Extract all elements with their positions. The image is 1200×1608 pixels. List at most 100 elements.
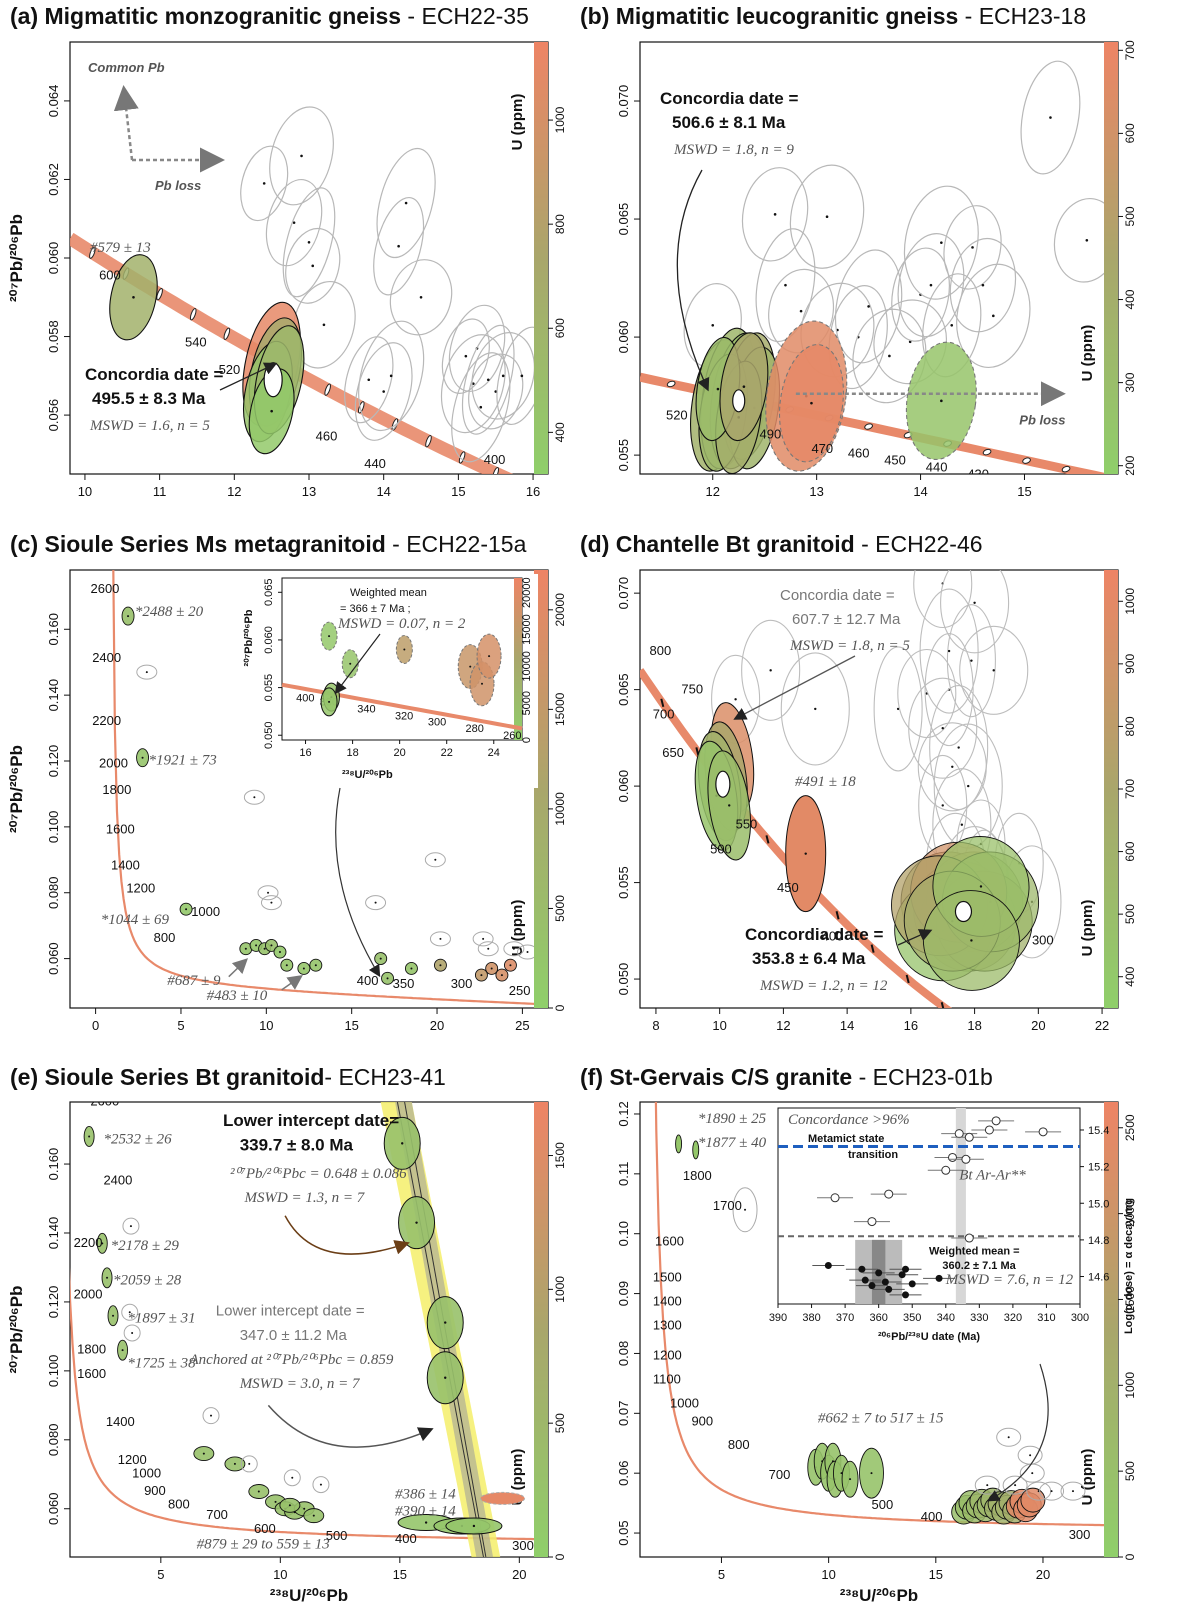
panel-f: (f) St-Gervais C/S granite - ECH23-01b 5 1… (580, 1064, 1137, 1605)
inset-open-point (884, 1189, 894, 1199)
analysis-point (960, 823, 964, 826)
analysis-ellipse-discordant (741, 619, 801, 721)
analysis-point (520, 374, 524, 378)
analysis-point (810, 401, 813, 405)
lower-intercept-value: 339.7 ± 8.0 Ma (240, 1135, 354, 1154)
analysis-ellipse-discordant (1053, 197, 1104, 283)
inset-colorbar-tick-label: 0 (521, 737, 533, 743)
analysis-point (1007, 1436, 1010, 1439)
y-tick-label: 0.07 (616, 1401, 631, 1426)
analysis-ellipse-discordant (243, 789, 265, 805)
analysis-ellipse-discordant (451, 352, 511, 463)
colorbar-tick-label: 300 (1123, 372, 1137, 392)
inset-analysis-point (349, 662, 352, 665)
analysis-ellipse-discordant (365, 895, 387, 911)
colorbar-title: U (ppm) (1079, 1449, 1096, 1506)
colorbar-tick-label: 1000 (1123, 1372, 1137, 1399)
concordia-age-label: 700 (206, 1507, 228, 1522)
inset-y-tick-label: 15.2 (1088, 1162, 1109, 1174)
concordia-age-mark (940, 1001, 945, 1008)
analysis-point (397, 244, 400, 248)
concordia-age-label: 1000 (191, 904, 220, 919)
x-tick-label: 0 (92, 1018, 99, 1033)
panel-title: (c) Sioule Series Ms metagranitoid - ECH… (10, 531, 527, 557)
concordia-age-label: 250 (509, 983, 531, 998)
inset-y-tick-label: 14.6 (1088, 1272, 1109, 1284)
concordia-age-label: 2600 (90, 581, 119, 596)
concordia-age-mark (89, 246, 96, 259)
concordia-age-label: 520 (219, 362, 241, 377)
analysis-point (509, 964, 512, 967)
panel-title: (f) St-Gervais C/S granite - ECH23-01b (580, 1064, 993, 1090)
inset-open-point (947, 1152, 957, 1162)
analysis-point (472, 1524, 476, 1528)
analysis-point (870, 1472, 873, 1475)
colorbar (1104, 42, 1118, 474)
analysis-ellipse-discordant (789, 164, 865, 269)
concordia-date-value: 506.6 ± 8.1 Ma (672, 113, 786, 132)
x-tick-label: 10 (273, 1567, 287, 1582)
analysis-ellipse-discordant (917, 722, 987, 812)
concordia-age-label: 1700 (713, 1198, 742, 1213)
anchored-intercept-value: 347.0 ± 11.2 Ma (240, 1327, 348, 1344)
concordia-age-label: 2400 (92, 650, 121, 665)
colorbar (1104, 1102, 1118, 1557)
analysis-point (711, 323, 715, 327)
analysis-ellipse-discordant (780, 652, 850, 766)
concordia-age-label: 650 (662, 745, 684, 760)
y-tick-label: 0.140 (46, 679, 61, 712)
analysis-ellipse-discordant (873, 646, 923, 772)
analysis-point (434, 858, 437, 861)
concordia-age-label: 300 (1069, 1527, 1091, 1542)
analysis-ellipse (480, 1491, 526, 1505)
inset-x-tick-label: 390 (769, 1312, 787, 1324)
inherited-age-label: #390 ± 14 (395, 1504, 456, 1520)
inset-concordia-age-label: 300 (428, 716, 446, 728)
analysis-ellipse-discordant (1039, 1481, 1065, 1501)
analysis-point (940, 241, 943, 244)
panel-a: (a) Migmatitic monzogranitic gneiss - EC… (7, 3, 567, 499)
lower-intercept-arrow (284, 1215, 410, 1255)
anchored-intercept-label: Lower intercept date = (216, 1303, 365, 1320)
concordia-age-label: 500 (871, 1497, 893, 1512)
analysis-point (825, 215, 829, 218)
analysis-ellipse-discordant (358, 320, 425, 432)
inherited-age-label: *1725 ± 38 (127, 1355, 196, 1371)
weighted-mean-value: = 366 ± 7 Ma ; (340, 603, 411, 615)
analysis-point (973, 601, 976, 605)
inset-x-tick-label: 16 (299, 747, 311, 759)
weighted-mean-value: 360.2 ± 7.1 Ma (942, 1260, 1016, 1272)
x-tick-label: 20 (430, 1018, 444, 1033)
inset-y-tick-label: 0.060 (263, 626, 275, 654)
analysis-point (947, 649, 951, 653)
anchored-intercept-arrow (267, 1404, 434, 1448)
analysis-ellipse-discordant (472, 931, 494, 947)
analysis-point (274, 1500, 277, 1503)
concordia-curve (654, 1102, 1104, 1527)
concordia-age-mark (1012, 1048, 1014, 1056)
analysis-ellipse-discordant (471, 332, 534, 420)
colorbar-tick-label: 10000 (553, 792, 567, 826)
panel-title-text: (e) Sioule Series Bt granitoid (10, 1064, 324, 1090)
analysis-point (464, 354, 468, 358)
inset-x-tick-label: 330 (970, 1312, 988, 1324)
analysis-point (888, 354, 891, 358)
concordia-age-mark (1082, 1081, 1084, 1089)
analysis-point (132, 295, 135, 299)
metamict-label: Metamict state (808, 1133, 884, 1145)
inset-plot: 390 380 370 360 350 340 330 320 310 300 14.6 14.8 15… (769, 1107, 1135, 1343)
concordia-age-label: 800 (168, 1497, 190, 1512)
analysis-point (382, 390, 385, 393)
inset-y-tick-label: 0.050 (263, 721, 275, 749)
inherited-age-label: #386 ± 14 (395, 1486, 456, 1502)
concordia-age-mark (324, 383, 331, 396)
ar-ar-band (955, 1108, 966, 1304)
x-tick-label: 8 (652, 1018, 659, 1033)
concordia-age-mark (660, 698, 665, 708)
analysis-point (970, 939, 973, 942)
analysis-point (303, 1507, 306, 1510)
y-tick-label: 0.060 (616, 770, 631, 803)
y-tick-label: 0.080 (46, 876, 61, 909)
analysis-point (908, 340, 912, 344)
x-tick-label: 15 (393, 1567, 407, 1582)
